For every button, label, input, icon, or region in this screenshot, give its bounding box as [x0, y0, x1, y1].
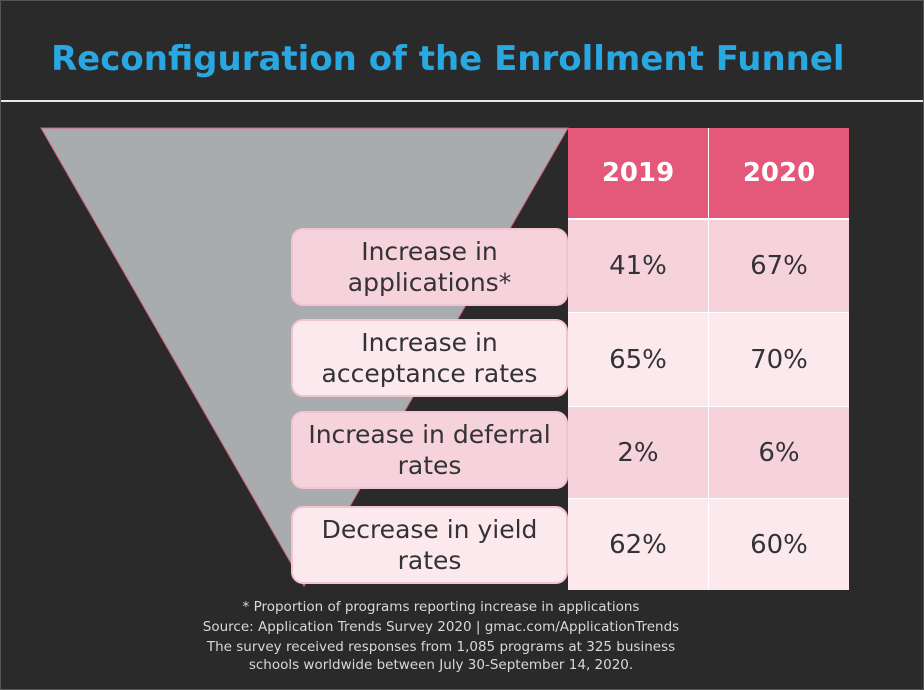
value-cell-2020-row1: 67%	[709, 220, 849, 312]
value-cell-2019-row1: 41%	[568, 220, 708, 312]
value-cell-2019-row3: 2%	[568, 407, 708, 498]
column-header-2020: 2020	[709, 128, 849, 218]
row-label-3: Increase in deferral rates	[291, 411, 568, 489]
page-title: Reconfiguration of the Enrollment Funnel	[51, 39, 845, 79]
footnote-source: Source: Application Trends Survey 2020 |…	[202, 619, 680, 635]
value-cell-2020-row3: 6%	[709, 407, 849, 498]
title-divider	[1, 100, 923, 102]
row-label-1: Increase in applications*	[291, 228, 568, 306]
data-table: 2019 2020 41% 67% 65% 70% 2% 6% 62% 60%	[568, 128, 849, 590]
value-cell-2019-row2: 65%	[568, 313, 708, 406]
footnote-survey-line1: The survey received responses from 1,085…	[206, 639, 676, 655]
value-cell-2019-row4: 62%	[568, 499, 708, 590]
row-label-4: Decrease in yield rates	[291, 506, 568, 584]
column-header-2019: 2019	[568, 128, 708, 218]
value-cell-2020-row2: 70%	[709, 313, 849, 406]
footnote-asterisk: * Proportion of programs reporting incre…	[242, 599, 640, 615]
value-cell-2020-row4: 60%	[709, 499, 849, 590]
row-label-2: Increase in acceptance rates	[291, 319, 568, 397]
footnote-survey-line2: schools worldwide between July 30-Septem…	[248, 657, 634, 673]
